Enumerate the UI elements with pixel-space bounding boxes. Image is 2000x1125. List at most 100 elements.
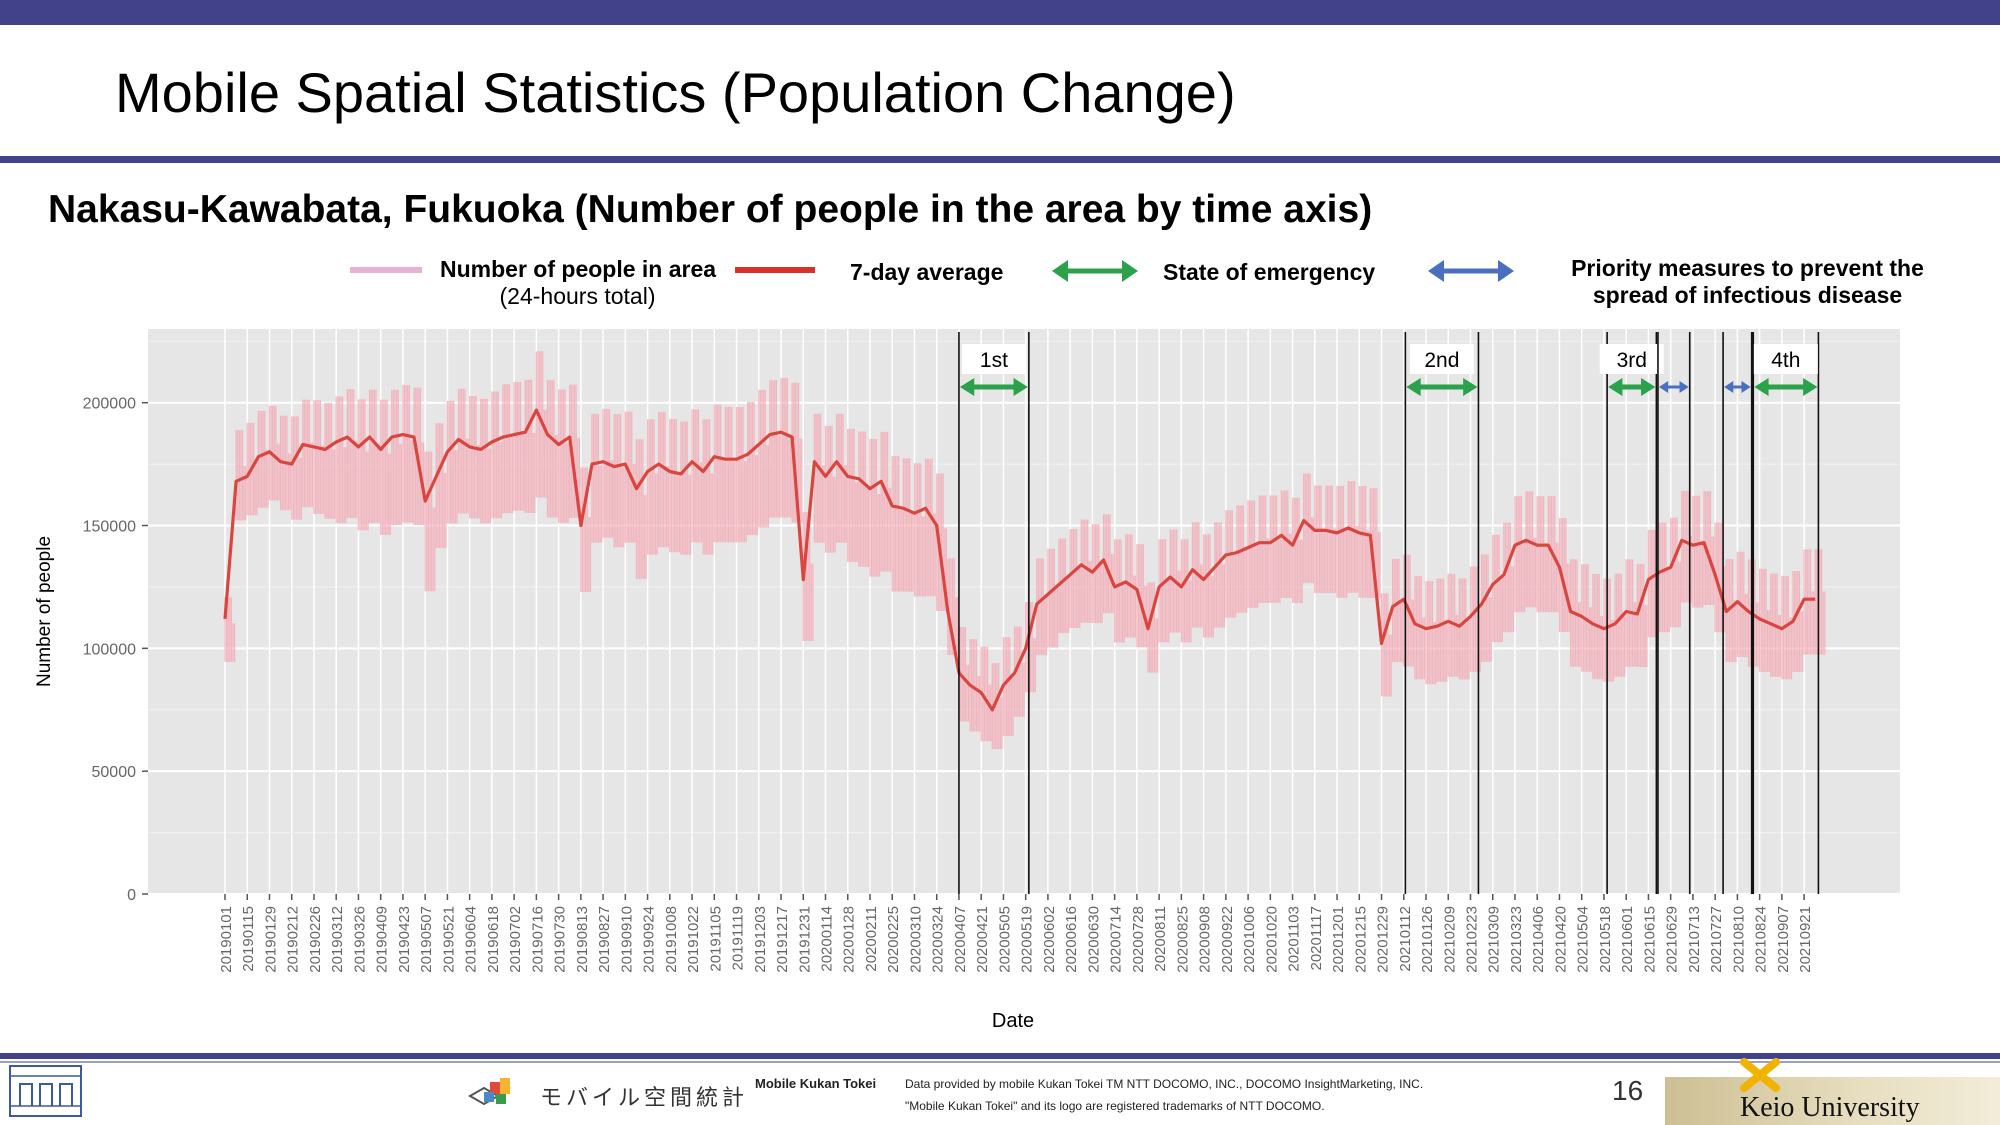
x-tick-label: 20190618 (485, 906, 502, 973)
x-tick-label: 20190730 (552, 906, 569, 973)
x-tick-label: 20210209 (1441, 906, 1458, 973)
x-tick-label: 20201020 (1263, 906, 1280, 973)
x-tick-label: 20200225 (885, 906, 902, 973)
legend-priority-label: Priority measures to prevent the spread … (1571, 255, 1924, 308)
footer-divider (0, 1053, 2000, 1059)
period-arrowhead (1013, 378, 1028, 396)
keio-pen-icon (1740, 1058, 1780, 1092)
x-tick-label: 20190521 (440, 906, 457, 973)
period-arrowhead (1406, 378, 1421, 396)
seven-day-average-line (223, 408, 1816, 712)
x-tick-label: 20200519 (1019, 906, 1036, 973)
page-title: Mobile Spatial Statistics (Population Ch… (115, 61, 1236, 124)
x-tick-label: 20200407 (952, 906, 969, 973)
legend-priority-arrow-icon (1428, 260, 1514, 282)
x-tick-label: 20210518 (1597, 906, 1614, 973)
y-tick-label: 0 (127, 887, 136, 904)
plot-background (148, 329, 1900, 894)
x-tick-label: 20201229 (1375, 906, 1392, 973)
x-tick-label: 20191119 (730, 906, 747, 971)
x-tick-label: 20190129 (262, 906, 279, 973)
x-tick-label: 20210406 (1530, 906, 1547, 973)
x-tick-label: 20210309 (1486, 906, 1503, 973)
x-tick-label: 20200421 (974, 906, 991, 973)
period-arrowhead (1741, 381, 1751, 393)
x-tick-label: 20190702 (507, 906, 524, 973)
legend-daily-swatch (350, 267, 422, 273)
x-tick-label: 20200811 (1152, 906, 1169, 972)
x-tick-label: 20191203 (752, 906, 769, 973)
x-tick-label: 20190409 (374, 906, 391, 973)
legend-avg-label: 7-day average (850, 259, 1004, 285)
period-arrowhead (959, 378, 975, 396)
x-tick-label: 20191217 (774, 906, 791, 973)
x-tick-label: 20210112 (1397, 906, 1414, 972)
legend-daily-label: Number of people in area (24-hours total… (440, 256, 717, 309)
period-label: 4th (1771, 349, 1800, 372)
x-tick-label: 20201201 (1330, 906, 1347, 973)
x-tick-label: 20201006 (1241, 906, 1258, 973)
period-arrowhead (1803, 378, 1818, 396)
keio-university-label: Keio University (1740, 1092, 1920, 1123)
x-tick-label: 20210907 (1775, 906, 1792, 973)
x-tick-label: 20200616 (1063, 906, 1080, 973)
x-tick-label: 20190507 (418, 906, 435, 973)
period-label: 2nd (1424, 349, 1459, 372)
x-tick-label: 20210810 (1730, 906, 1747, 973)
title-divider (0, 156, 2000, 163)
x-tick-label: 20200505 (996, 906, 1013, 973)
x-tick-label: 20210323 (1508, 906, 1525, 973)
x-tick-label: 20200714 (1108, 906, 1125, 973)
lab-logo-icon (9, 1065, 82, 1117)
legend-emergency-label: State of emergency (1163, 259, 1376, 285)
y-tick-label: 200000 (83, 396, 136, 413)
x-axis-title: Date (992, 1010, 1034, 1032)
x-tick-label: 20210824 (1753, 906, 1770, 973)
footer-logo-en: Mobile Kukan Tokei (755, 1076, 877, 1091)
x-tick-label: 20200602 (1041, 906, 1058, 973)
period-arrowhead (1754, 378, 1769, 396)
x-tick-label: 20190604 (463, 906, 480, 973)
population-chart: 1st 2nd 3rd 4th 0 50000 100000 150000 200000 Numb… (34, 329, 1900, 1032)
period-label-box (1599, 344, 1664, 374)
x-tick-label: 20200324 (930, 906, 947, 973)
x-tick-label: 20191231 (796, 906, 813, 973)
period-label-box (1753, 344, 1818, 374)
x-tick-label: 20190924 (641, 906, 658, 973)
x-tick-label: 20210420 (1552, 906, 1569, 973)
x-tick-label: 20200728 (1130, 906, 1147, 973)
x-tick-label: 20201117 (1308, 906, 1325, 971)
x-tick-label: 20190115 (240, 906, 257, 972)
period-arrowhead (1724, 381, 1734, 393)
y-tick-label: 100000 (83, 641, 136, 658)
x-tick-label: 20200825 (1174, 906, 1191, 973)
period-label-box (961, 344, 1026, 374)
x-tick-label: 20210504 (1575, 906, 1592, 973)
period-arrowhead (1679, 381, 1689, 393)
keio-banner (1665, 1077, 2000, 1125)
period-arrowhead (1658, 381, 1669, 393)
x-tick-label: 20200922 (1219, 906, 1236, 973)
y-tick-label: 150000 (83, 519, 136, 536)
legend-avg-swatch (735, 267, 815, 273)
footer-credit-1: Data provided by mobile Kukan Tokei TM N… (905, 1077, 1424, 1091)
x-tick-label: 20191022 (685, 906, 702, 973)
chart-subtitle: Nakasu-Kawabata, Fukuoka (Number of peop… (48, 188, 1373, 231)
period-arrowhead (1608, 378, 1623, 396)
x-tick-label: 20190312 (329, 906, 346, 973)
footer-divider-thin (0, 1061, 2000, 1063)
x-tick-label: 20210921 (1797, 906, 1814, 973)
x-tick-label: 20200128 (841, 906, 858, 973)
x-tick-label: 20190212 (285, 906, 302, 973)
footer-credit-2: "Mobile Kukan Tokei" and its logo are re… (905, 1099, 1325, 1113)
header-bar (0, 0, 2000, 25)
x-tick-label: 20191105 (707, 906, 724, 972)
x-tick-label: 20190716 (529, 906, 546, 973)
footer-logo-jp: モバイル空間統計 (540, 1085, 749, 1110)
x-tick-label: 20190101 (218, 906, 235, 973)
x-tick-label: 20210713 (1686, 906, 1703, 973)
x-tick-label: 20210615 (1641, 906, 1658, 973)
x-tick-label: 20210126 (1419, 906, 1436, 973)
legend-emergency-arrow-icon (1052, 260, 1138, 282)
x-tick-label: 20190827 (596, 906, 613, 973)
